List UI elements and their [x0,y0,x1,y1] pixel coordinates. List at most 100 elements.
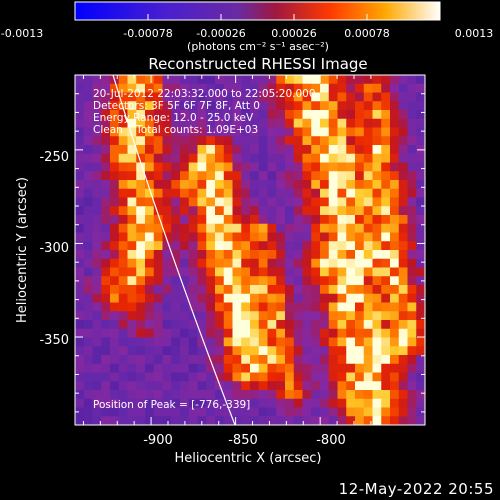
heatmap-cell [293,171,303,181]
heatmap-cell [206,188,216,198]
heatmap-cell [232,223,242,233]
heatmap-cell [285,398,295,408]
heatmap-cell [145,381,155,391]
heatmap-cell [311,83,321,93]
heatmap-cell [398,162,408,172]
heatmap-cell [232,293,242,303]
heatmap-cell [311,407,321,417]
heatmap-cell [355,162,365,172]
heatmap-cell [250,320,260,330]
heatmap-cell [162,110,172,120]
heatmap-cell [416,407,425,417]
heatmap-cell [92,250,102,260]
heatmap-cell [276,241,286,251]
heatmap-cell [215,416,225,425]
heatmap-cell [153,258,163,268]
heatmap-cell [206,328,216,338]
heatmap-cell [188,337,198,347]
heatmap-cell [110,171,120,181]
heatmap-cell [381,337,391,347]
heatmap-cell [92,136,102,146]
heatmap-cell [118,206,128,216]
heatmap-cell [346,346,356,356]
heatmap-cell [398,355,408,365]
heatmap-cell [293,267,303,277]
heatmap-cell [232,302,242,312]
heatmap-cell [232,363,242,373]
heatmap-cell [381,206,391,216]
heatmap-cell [285,110,295,120]
heatmap-cell [372,320,382,330]
heatmap-cell [136,363,146,373]
heatmap-cell [171,372,181,382]
heatmap-cell [92,363,102,373]
colorbar-tick-label: 0.00026 [271,27,317,40]
heatmap-cell [320,320,330,330]
heatmap-cell [407,197,417,207]
heatmap-cell [407,311,417,321]
heatmap-cell [250,101,260,111]
heatmap-cell [153,101,163,111]
heatmap-cell [337,223,347,233]
heatmap-cell [407,355,417,365]
heatmap-cell [232,162,242,172]
heatmap-cell [407,285,417,295]
heatmap-cell [118,398,128,408]
heatmap-cell [355,390,365,400]
heatmap-cell [381,407,391,417]
heatmap-cell [145,267,155,277]
heatmap-cell [83,206,93,216]
heatmap-cell [276,258,286,268]
heatmap-cell [407,346,417,356]
heatmap-cell [101,337,111,347]
heatmap-cells [75,75,425,425]
heatmap-cell [416,285,425,295]
heatmap-cell [258,223,268,233]
heatmap-cell [267,293,277,303]
heatmap-cell [267,355,277,365]
heatmap-cell [293,328,303,338]
heatmap-cell [118,215,128,225]
heatmap-cell [407,250,417,260]
heatmap-cell [215,363,225,373]
heatmap-cell [285,337,295,347]
heatmap-cell [311,398,321,408]
heatmap-cell [188,162,198,172]
heatmap-cell [276,398,286,408]
heatmap-cell [110,390,120,400]
heatmap-cell [92,285,102,295]
heatmap-cell [337,92,347,102]
heatmap-cell [407,162,417,172]
heatmap-cell [153,223,163,233]
heatmap-cell [145,92,155,102]
heatmap-cell [83,328,93,338]
heatmap-cell [293,381,303,391]
heatmap-cell [285,171,295,181]
heatmap-cell [346,83,356,93]
heatmap-cell [127,145,137,155]
heatmap-cell [232,320,242,330]
heatmap-cell [407,188,417,198]
heatmap-cell [355,337,365,347]
heatmap-cell [162,302,172,312]
heatmap-cell [390,215,400,225]
heatmap-cell [83,311,93,321]
heatmap-cell [363,223,373,233]
heatmap-cell [416,258,425,268]
heatmap-cell [285,302,295,312]
heatmap-cell [171,153,181,163]
heatmap-cell [390,293,400,303]
heatmap-cell [381,346,391,356]
heatmap-cell [83,337,93,347]
heatmap-cell [258,180,268,190]
heatmap-cell [363,302,373,312]
heatmap-cell [381,215,391,225]
heatmap-cell [136,171,146,181]
heatmap-cell [407,363,417,373]
heatmap-cell [206,407,216,417]
heatmap-cell [407,398,417,408]
heatmap-cell [171,83,181,93]
heatmap-cell [110,311,120,321]
heatmap-cell [180,407,190,417]
heatmap-cell [372,197,382,207]
